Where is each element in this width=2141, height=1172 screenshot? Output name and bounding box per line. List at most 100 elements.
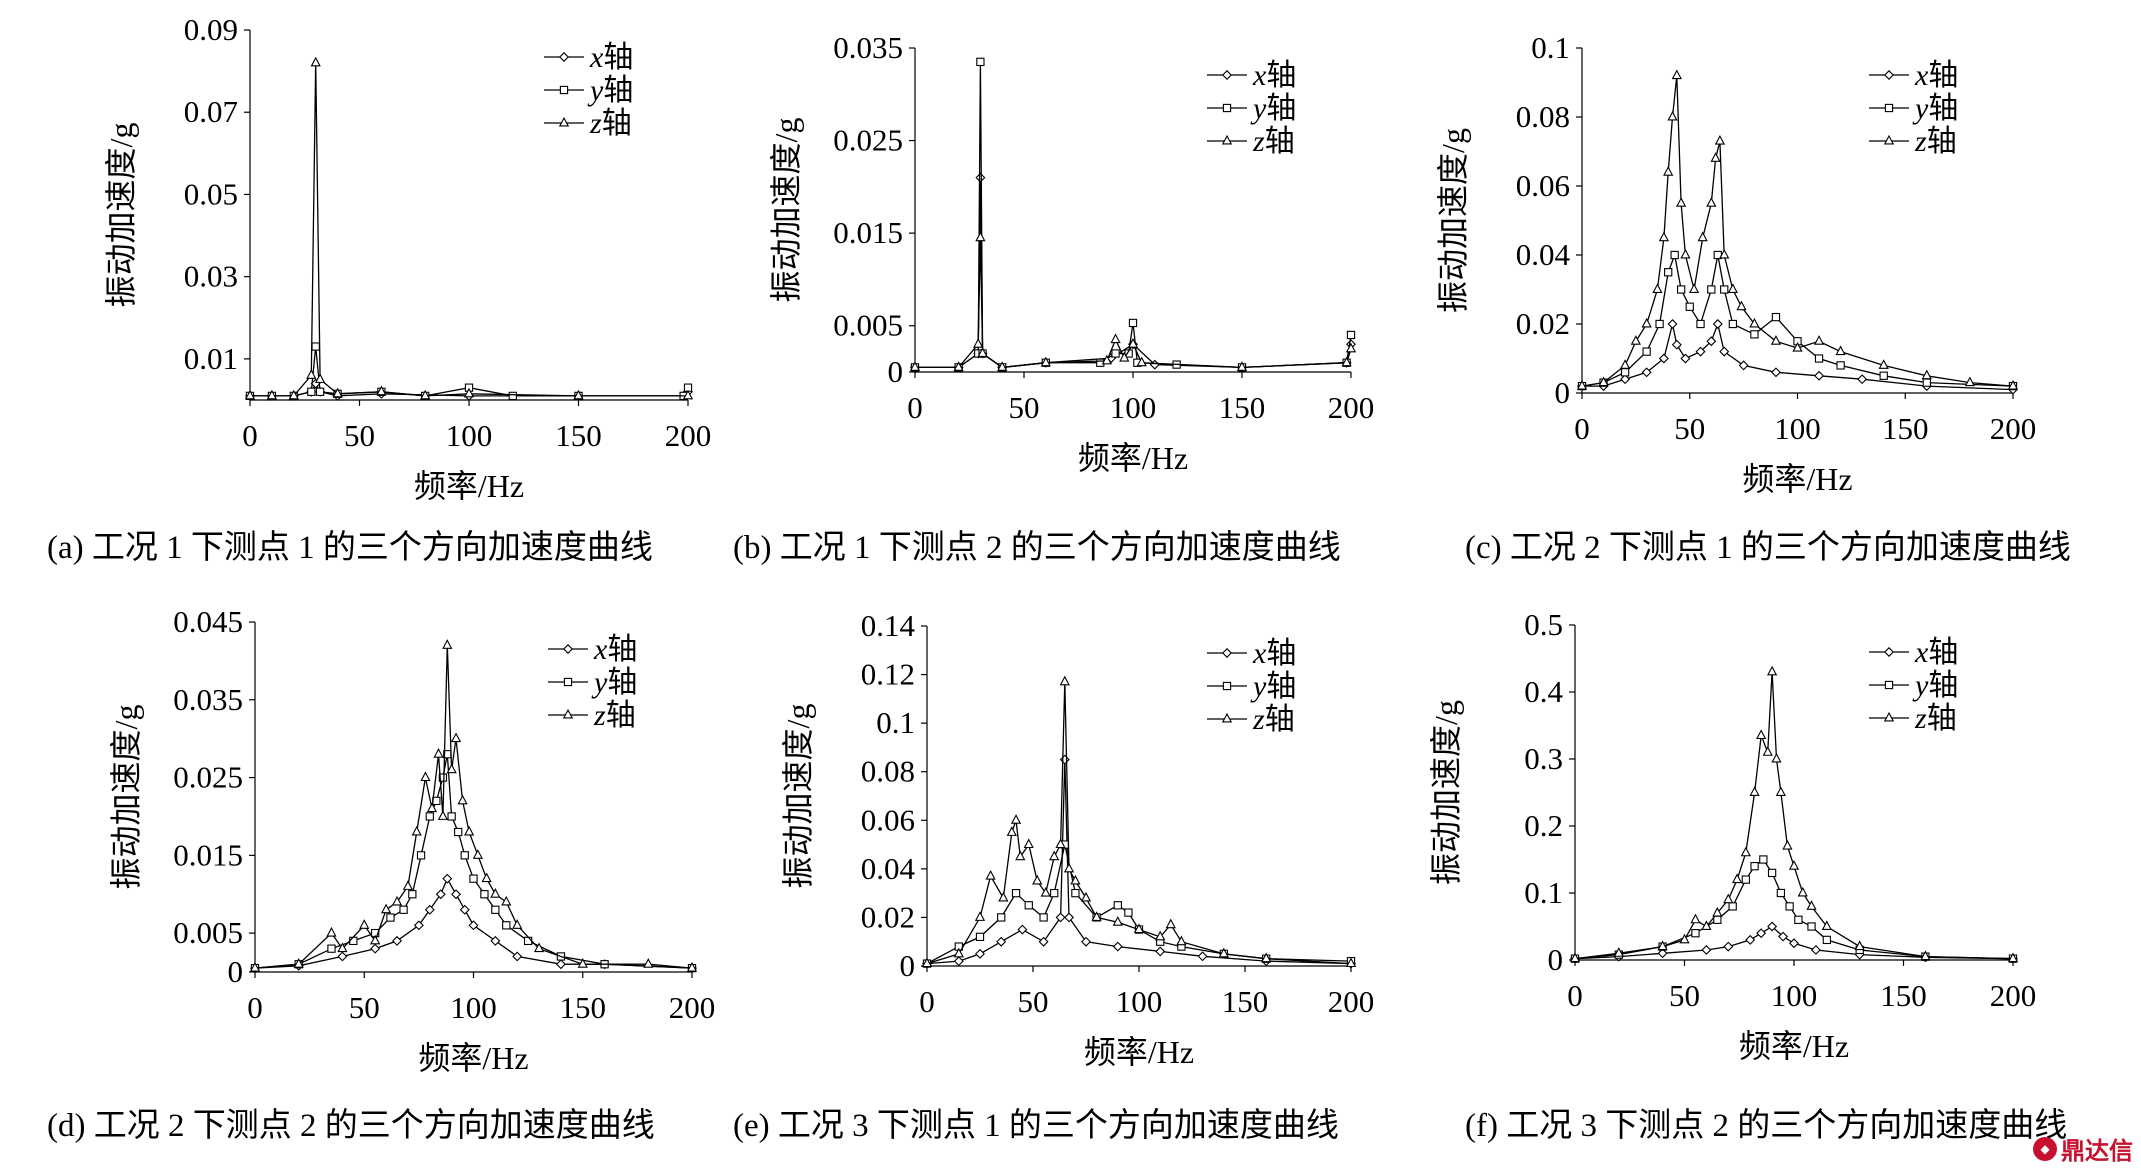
legend-label: z轴 bbox=[1914, 125, 1957, 158]
data-point bbox=[1727, 283, 1738, 293]
x-tick-label: 0 bbox=[247, 990, 263, 1025]
data-point bbox=[1707, 285, 1716, 294]
y-tick-label: 0.02 bbox=[861, 899, 915, 934]
data-point bbox=[1762, 746, 1773, 756]
data-point bbox=[1814, 354, 1824, 363]
data-point bbox=[1642, 347, 1651, 356]
data-point bbox=[1749, 317, 1760, 328]
y-tick-label: 0.2 bbox=[1524, 808, 1563, 843]
data-point bbox=[1789, 938, 1799, 949]
y-tick-label: 0.06 bbox=[1516, 168, 1570, 203]
x-tick-label: 150 bbox=[1880, 978, 1927, 1013]
y-tick-label: 0.08 bbox=[1516, 99, 1570, 134]
data-point bbox=[1155, 930, 1166, 941]
y-tick-label: 0 bbox=[1555, 375, 1571, 410]
x-tick-label: 50 bbox=[1018, 984, 1049, 1019]
data-point bbox=[1691, 929, 1700, 938]
x-tick-label: 150 bbox=[1219, 390, 1266, 425]
data-point bbox=[1023, 838, 1034, 849]
data-point bbox=[326, 926, 337, 937]
data-point bbox=[1714, 134, 1726, 145]
data-point bbox=[1771, 312, 1781, 322]
data-point bbox=[459, 904, 470, 915]
data-point bbox=[577, 958, 588, 968]
data-point bbox=[1776, 888, 1786, 898]
data-point bbox=[1011, 888, 1021, 898]
y-tick-label: 0.005 bbox=[173, 915, 243, 950]
series-z bbox=[909, 231, 1357, 371]
data-point bbox=[1059, 675, 1070, 686]
data-point bbox=[1655, 319, 1664, 329]
data-point bbox=[1119, 351, 1130, 362]
data-point bbox=[1778, 931, 1789, 942]
data-point bbox=[1797, 886, 1808, 897]
legend-marker bbox=[558, 116, 570, 127]
data-point bbox=[1620, 368, 1630, 377]
data-point bbox=[1064, 912, 1075, 923]
data-point bbox=[1658, 353, 1669, 364]
legend-label: z轴 bbox=[1252, 703, 1295, 736]
x-tick-label: 150 bbox=[1882, 411, 1929, 446]
legend-marker bbox=[1883, 134, 1895, 145]
data-point bbox=[1663, 166, 1674, 176]
x-tick-label: 100 bbox=[1774, 411, 1821, 446]
data-point bbox=[1759, 855, 1768, 864]
data-point bbox=[1032, 874, 1043, 885]
data-point bbox=[1775, 786, 1786, 796]
data-point bbox=[975, 172, 986, 183]
data-point bbox=[1657, 940, 1668, 951]
y-tick-label: 0.05 bbox=[184, 176, 238, 211]
data-point bbox=[1127, 338, 1139, 348]
data-point bbox=[1024, 901, 1033, 910]
data-point bbox=[1641, 317, 1652, 328]
data-point bbox=[1921, 369, 1932, 380]
data-point bbox=[1091, 911, 1102, 921]
chart-c: 0 0.02 0.04 0.06 0.08 0.1 0 50 100 150 200 频率/Hz 振动加… bbox=[1435, 30, 2071, 566]
data-point bbox=[1719, 248, 1730, 259]
data-point bbox=[481, 872, 492, 883]
data-point bbox=[1696, 319, 1705, 329]
y-tick-label: 0.12 bbox=[861, 657, 915, 692]
y-tick-label: 0.08 bbox=[861, 754, 915, 789]
data-point bbox=[501, 895, 512, 906]
data-point bbox=[1619, 359, 1631, 369]
x-axis-label: 频率/Hz bbox=[1739, 1028, 1849, 1064]
legend-label: x轴 bbox=[593, 633, 637, 666]
legend-marker bbox=[563, 644, 573, 654]
x-tick-label: 50 bbox=[349, 990, 380, 1025]
data-point bbox=[391, 895, 403, 906]
data-point bbox=[1063, 862, 1075, 873]
y-tick-label: 0.03 bbox=[184, 259, 238, 294]
data-point bbox=[1613, 947, 1624, 957]
data-point bbox=[1101, 354, 1112, 365]
data-point bbox=[1738, 360, 1749, 371]
data-point bbox=[1728, 319, 1737, 329]
data-point bbox=[974, 911, 986, 921]
data-point bbox=[472, 849, 483, 859]
y-tick-label: 0.035 bbox=[833, 30, 903, 65]
data-point bbox=[1706, 336, 1717, 347]
legend-label: y轴 bbox=[591, 666, 637, 699]
data-point bbox=[1879, 371, 1888, 380]
data-point bbox=[1701, 920, 1712, 930]
data-point bbox=[1049, 850, 1060, 861]
data-point bbox=[1740, 846, 1751, 857]
data-point bbox=[376, 385, 387, 396]
data-point bbox=[468, 920, 479, 931]
data-point bbox=[266, 389, 278, 400]
x-tick-label: 0 bbox=[1567, 978, 1583, 1013]
data-point bbox=[307, 387, 316, 396]
data-point bbox=[288, 389, 299, 400]
y-axis-label: 振动加速度/g bbox=[1435, 128, 1471, 313]
data-point bbox=[420, 389, 431, 400]
x-tick-label: 200 bbox=[1990, 411, 2037, 446]
data-point bbox=[975, 948, 985, 959]
chart-caption: (b) 工况 1 下测点 2 的三个方向加速度曲线 bbox=[733, 529, 1341, 566]
data-point bbox=[1080, 891, 1092, 902]
data-point bbox=[399, 905, 408, 914]
legend-label: z轴 bbox=[1252, 125, 1295, 158]
legend-marker bbox=[1883, 711, 1895, 722]
legend-marker bbox=[559, 85, 569, 95]
data-point bbox=[1685, 302, 1694, 311]
